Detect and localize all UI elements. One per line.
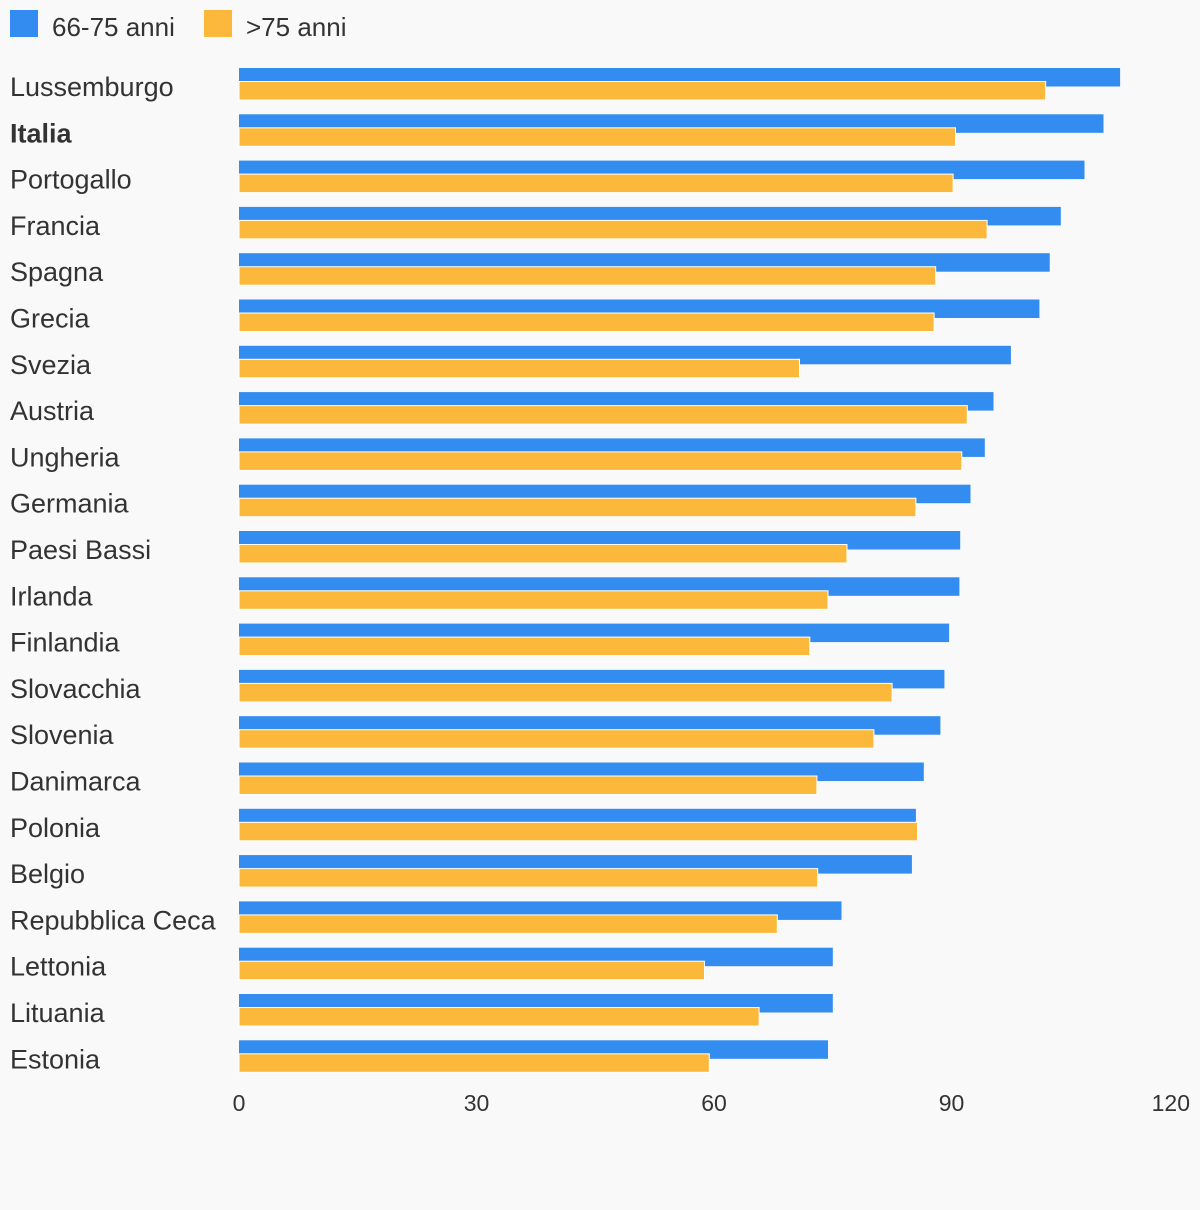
x-tick-label-60: 60	[701, 1090, 727, 1116]
category-label-slovacchia: Slovacchia	[10, 674, 142, 704]
bar-over-75-paesi-bassi	[238, 544, 848, 564]
category-label-austria: Austria	[10, 396, 95, 426]
bar-over-75-lettonia	[238, 960, 705, 981]
bar-over-75-grecia	[238, 312, 935, 332]
category-label-estonia: Estonia	[10, 1044, 101, 1074]
category-label-ungheria: Ungheria	[10, 442, 121, 472]
category-label-francia: Francia	[10, 211, 101, 241]
x-tick-label-0: 0	[233, 1090, 246, 1116]
category-label-grecia: Grecia	[10, 304, 91, 334]
category-label-portogallo: Portogallo	[10, 165, 132, 195]
bar-over-75-austria	[238, 405, 968, 425]
bar-over-75-germania	[238, 497, 917, 518]
bar-over-75-polonia	[238, 821, 918, 842]
legend-swatch-over-75	[204, 10, 232, 37]
category-label-finlandia: Finlandia	[10, 628, 121, 658]
category-label-spagna: Spagna	[10, 257, 104, 287]
bar-over-75-slovacchia	[238, 682, 893, 703]
legend-label-66-75: 66-75 anni	[52, 12, 175, 42]
bar-over-75-repubblica-ceca	[238, 914, 778, 934]
legend: 66-75 anni >75 anni	[10, 10, 346, 42]
legend-label-over-75: >75 anni	[246, 12, 346, 42]
bar-over-75-lussemburgo	[238, 81, 1047, 101]
category-label-irlanda: Irlanda	[10, 581, 94, 611]
category-label-repubblica-ceca: Repubblica Ceca	[10, 905, 217, 935]
category-label-danimarca: Danimarca	[10, 767, 142, 797]
category-label-lituania: Lituania	[10, 998, 106, 1028]
category-label-germania: Germania	[10, 489, 130, 519]
category-label-belgio: Belgio	[10, 859, 85, 889]
bar-over-75-finlandia	[238, 636, 811, 657]
category-label-lettonia: Lettonia	[10, 952, 107, 982]
category-label-paesi-bassi: Paesi Bassi	[10, 535, 151, 565]
bar-over-75-italia	[238, 127, 956, 147]
bar-over-75-belgio	[238, 868, 819, 888]
bar-over-75-portogallo	[238, 173, 954, 194]
bar-over-75-danimarca	[238, 775, 818, 795]
x-tick-label-90: 90	[939, 1090, 965, 1116]
bars-group	[238, 68, 1121, 1073]
bar-over-75-lituania	[238, 1007, 760, 1027]
category-labels: Lussemburgo Italia Portogallo Francia Spagna…	[10, 72, 217, 1074]
category-label-polonia: Polonia	[10, 813, 101, 843]
bar-over-75-svezia	[238, 358, 800, 379]
x-tick-label-30: 30	[464, 1090, 490, 1116]
bar-over-75-francia	[238, 219, 988, 240]
bar-over-75-slovenia	[238, 729, 875, 749]
bar-over-75-estonia	[238, 1053, 710, 1073]
legend-swatch-66-75	[10, 10, 38, 37]
x-axis-ticks: 0 30 60 90 120	[233, 1090, 1190, 1116]
category-label-lussemburgo: Lussemburgo	[10, 72, 174, 102]
bar-over-75-ungheria	[238, 451, 963, 471]
bar-over-75-spagna	[238, 266, 937, 286]
category-label-slovenia: Slovenia	[10, 720, 115, 750]
bar-over-75-irlanda	[238, 590, 829, 610]
x-tick-label-120: 120	[1152, 1090, 1190, 1116]
category-label-svezia: Svezia	[10, 350, 92, 380]
category-label-italia: Italia	[10, 118, 73, 148]
